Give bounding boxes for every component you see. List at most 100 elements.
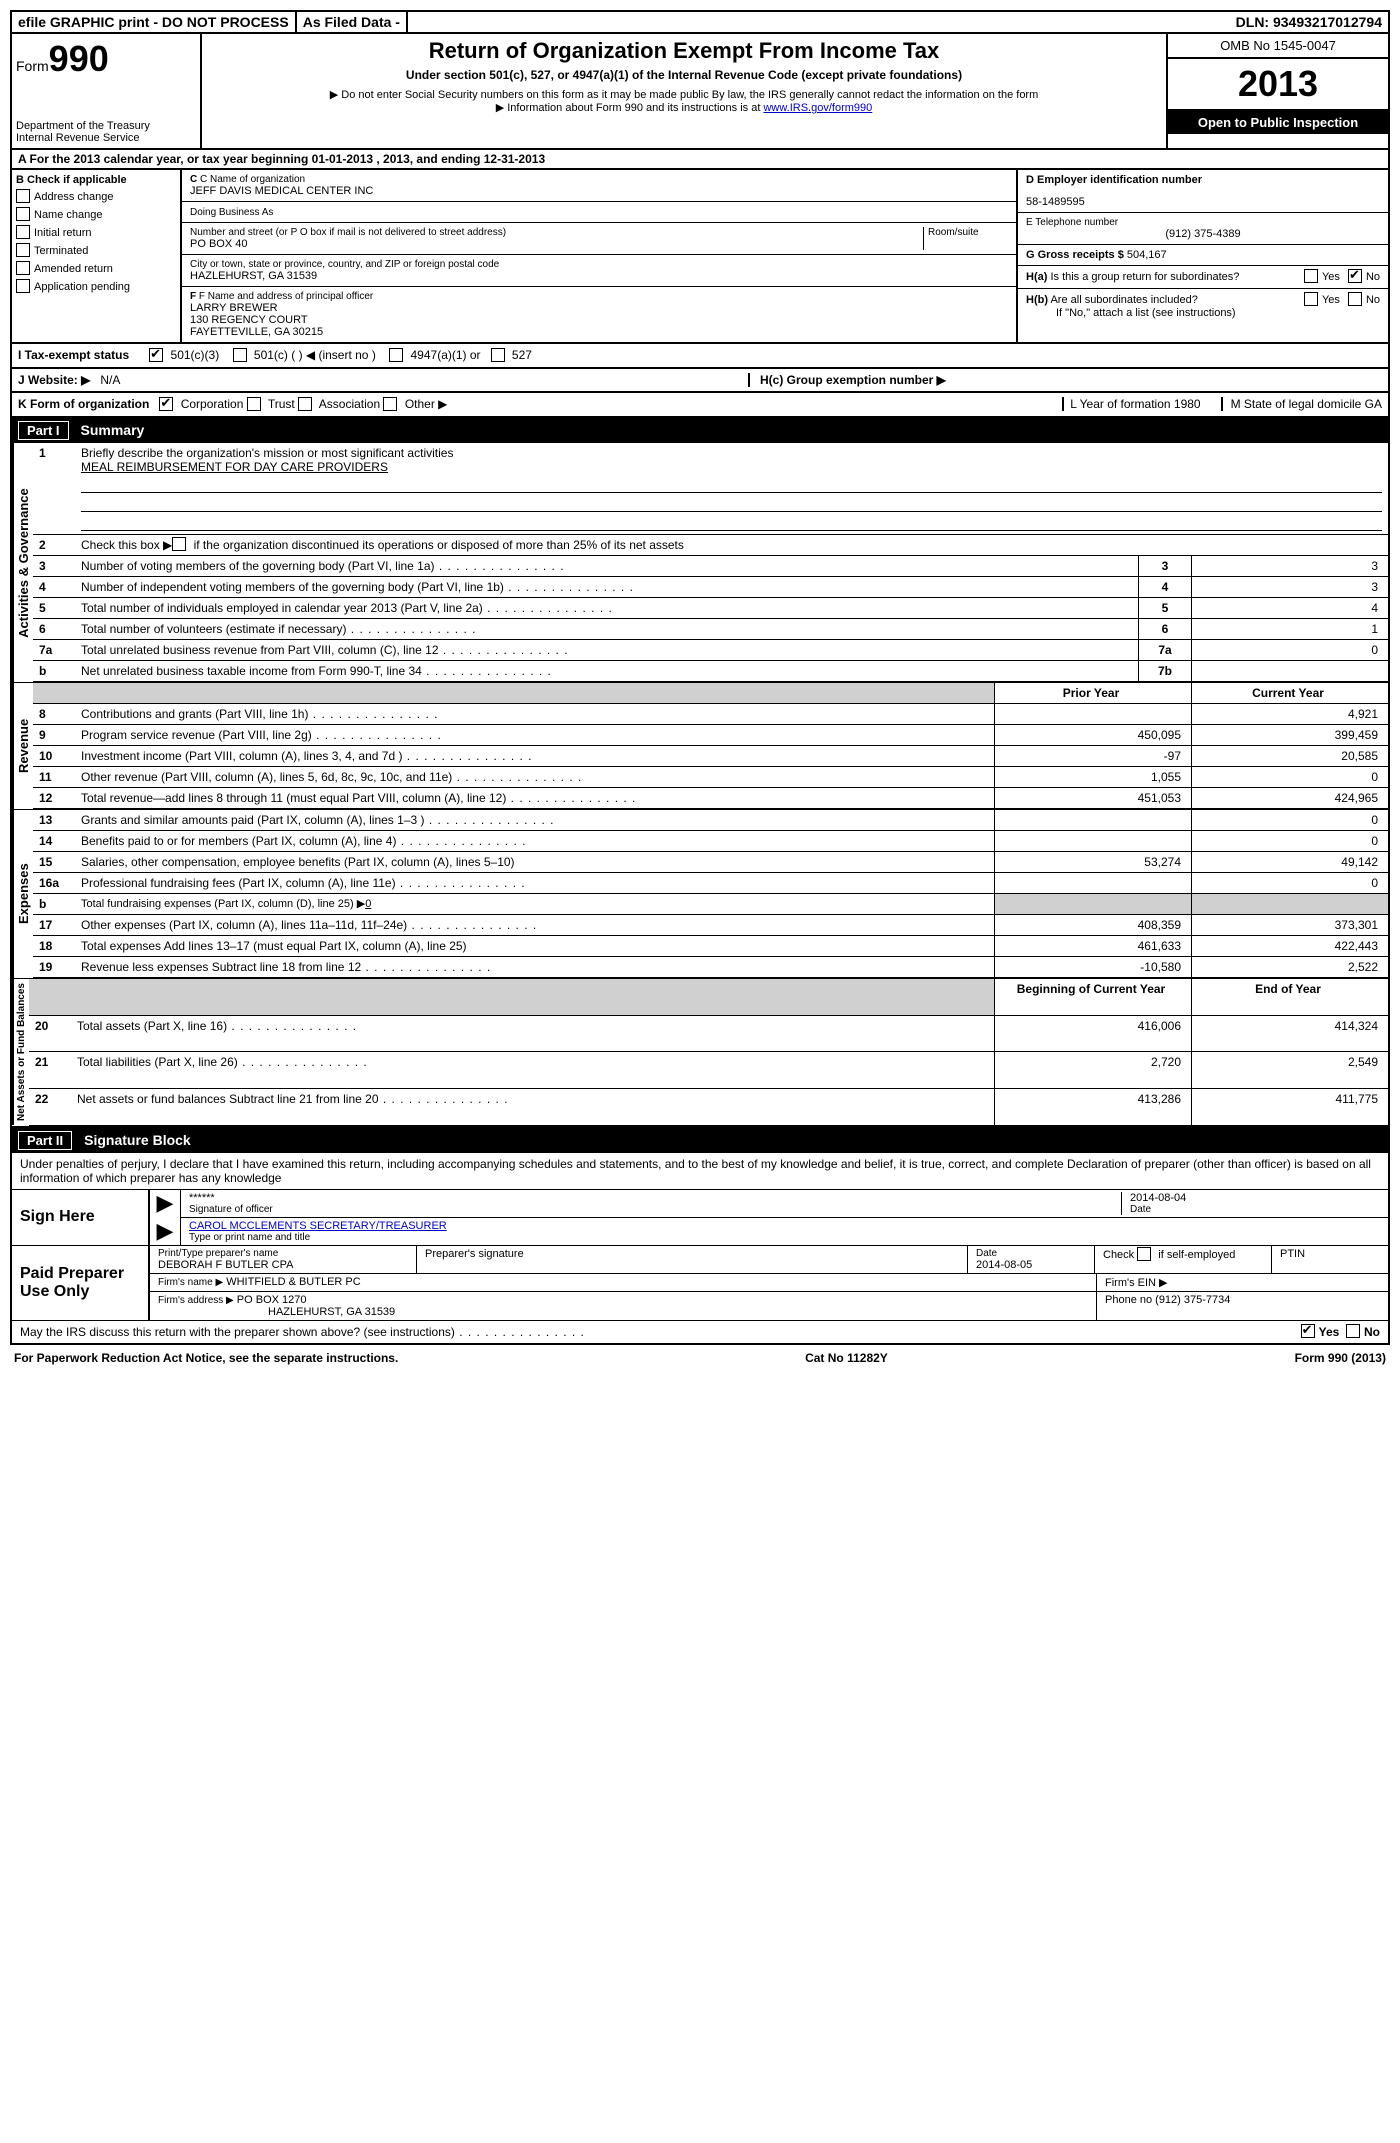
revenue-table: Prior YearCurrent Year 8Contributions an… (33, 683, 1388, 809)
footer-left: For Paperwork Reduction Act Notice, see … (14, 1351, 398, 1365)
officer-label: F Name and address of principal officer (199, 291, 373, 302)
prep-name-label: Print/Type preparer's name (158, 1248, 408, 1259)
self-employed-check[interactable]: Check if self-employed (1095, 1246, 1272, 1273)
ptin-label: PTIN (1272, 1246, 1388, 1273)
website-value: N/A (100, 373, 120, 387)
check-corp[interactable] (159, 397, 173, 411)
p13 (995, 810, 1192, 831)
discuss-no: No (1364, 1325, 1380, 1339)
firm-ein-label: Firm's EIN ▶ (1097, 1274, 1388, 1291)
hb-yes-check[interactable] (1304, 292, 1318, 306)
check-trust[interactable] (247, 397, 261, 411)
firm-name-label: Firm's name ▶ (158, 1277, 223, 1288)
line20: Total assets (Part X, line 16) (77, 1019, 227, 1033)
row-j: J Website: ▶ N/A H(c) Group exemption nu… (10, 369, 1390, 393)
line10: Investment income (Part VIII, column (A)… (81, 749, 402, 763)
mission-text: MEAL REIMBURSEMENT FOR DAY CARE PROVIDER… (81, 460, 388, 474)
discuss-yes: Yes (1319, 1325, 1340, 1339)
topbar: efile GRAPHIC print - DO NOT PROCESS As … (10, 10, 1390, 34)
row-a-period: A For the 2013 calendar year, or tax yea… (10, 150, 1390, 170)
line19: Revenue less expenses Subtract line 18 f… (81, 960, 361, 974)
line16a: Professional fundraising fees (Part IX, … (81, 876, 396, 890)
form-number: Form990 (16, 38, 196, 80)
officer-name-link[interactable]: CAROL MCCLEMENTS SECRETARY/TREASURER (189, 1220, 447, 1232)
check-name-change[interactable]: Name change (16, 208, 176, 222)
prep-sig-label: Preparer's signature (417, 1246, 968, 1273)
ha-text: Is this a group return for subordinates? (1050, 271, 1239, 283)
line21: Total liabilities (Part X, line 26) (77, 1055, 238, 1069)
line16b: Total fundraising expenses (Part IX, col… (81, 898, 365, 910)
hdr-curr: Current Year (1192, 683, 1389, 704)
discuss-label: May the IRS discuss this return with the… (20, 1325, 455, 1339)
check-501c3[interactable] (149, 348, 163, 362)
check-address-change[interactable]: Address change (16, 190, 176, 204)
c19: 2,522 (1192, 957, 1389, 978)
city-value: HAZLEHURST, GA 31539 (190, 270, 1008, 282)
check-4947[interactable] (389, 348, 403, 362)
p17: 408,359 (995, 915, 1192, 936)
ha-yes-check[interactable] (1304, 269, 1318, 283)
opt-other: Other ▶ (405, 397, 448, 411)
subtitle-3: ▶ Information about Form 990 and its ins… (212, 101, 1156, 114)
sign-arrows: ▶▶ (150, 1190, 181, 1245)
sig-date2: 2014-08-05 (976, 1259, 1086, 1271)
part-ii-label: Part II (18, 1131, 72, 1150)
c11: 0 (1192, 767, 1389, 788)
hb-no-check[interactable] (1348, 292, 1362, 306)
discuss-no-check[interactable] (1346, 1324, 1360, 1338)
gross-value: 504,167 (1127, 249, 1167, 261)
signature-placeholder: ****** (189, 1192, 1121, 1204)
dept-treasury: Department of the Treasury (16, 120, 196, 132)
line7b: Net unrelated business taxable income fr… (81, 664, 422, 678)
p16a (995, 873, 1192, 894)
p10: -97 (995, 746, 1192, 767)
sig-officer-label: Signature of officer (189, 1204, 1121, 1215)
tax-year: 2013 (1238, 63, 1318, 104)
footer: For Paperwork Reduction Act Notice, see … (10, 1345, 1390, 1371)
check-assoc[interactable] (298, 397, 312, 411)
check-other[interactable] (383, 397, 397, 411)
check-501c[interactable] (233, 348, 247, 362)
check-discontinued[interactable] (172, 537, 186, 551)
entity-grid: B Check if applicable Address change Nam… (10, 170, 1390, 344)
p9: 450,095 (995, 725, 1192, 746)
dba-label: Doing Business As (190, 207, 273, 218)
form-header: Form990 Department of the Treasury Inter… (10, 34, 1390, 150)
discuss-yes-check[interactable] (1301, 1324, 1315, 1338)
check-label: Name change (34, 209, 103, 221)
form-label: Form (16, 58, 49, 74)
line17: Other expenses (Part IX, column (A), lin… (81, 918, 407, 932)
perjury-declaration: Under penalties of perjury, I declare th… (12, 1153, 1388, 1190)
check-527[interactable] (491, 348, 505, 362)
officer-addr2: FAYETTEVILLE, GA 30215 (190, 326, 1008, 338)
check-terminated[interactable]: Terminated (16, 244, 176, 258)
check-initial-return[interactable]: Initial return (16, 226, 176, 240)
part-i-title: Summary (81, 422, 145, 438)
c15: 49,142 (1192, 852, 1389, 873)
p22: 413,286 (995, 1088, 1192, 1125)
c12: 424,965 (1192, 788, 1389, 809)
line15: Salaries, other compensation, employee b… (81, 855, 515, 869)
c10: 20,585 (1192, 746, 1389, 767)
city-label: City or town, state or province, country… (190, 259, 1008, 270)
val16b: 0 (365, 898, 371, 910)
subtitle-2: ▶ Do not enter Social Security numbers o… (212, 88, 1156, 101)
p18: 461,633 (995, 936, 1192, 957)
firm-phone: Phone no (912) 375-7734 (1097, 1292, 1388, 1320)
ha-no-check[interactable] (1348, 269, 1362, 283)
form-990: 990 (49, 38, 109, 79)
check-pending[interactable]: Application pending (16, 280, 176, 294)
c20: 414,324 (1192, 1015, 1389, 1052)
line12: Total revenue—add lines 8 through 11 (mu… (81, 791, 506, 805)
side-netassets: Net Assets or Fund Balances (12, 979, 29, 1125)
year-formation: L Year of formation 1980 (1070, 397, 1200, 411)
irs-link[interactable]: www.IRS.gov/form990 (763, 102, 872, 114)
dln: DLN: 93493217012794 (1230, 12, 1388, 32)
opt-527: 527 (512, 348, 532, 362)
opt-corp: Corporation (181, 397, 244, 411)
c21: 2,549 (1192, 1052, 1389, 1089)
signature-block: Under penalties of perjury, I declare th… (10, 1153, 1390, 1345)
check-amended[interactable]: Amended return (16, 262, 176, 276)
asfiled-label: As Filed Data - (297, 12, 408, 32)
omb-no: OMB No 1545-0047 (1168, 34, 1388, 59)
